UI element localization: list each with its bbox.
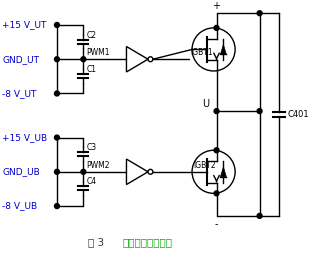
Circle shape — [257, 214, 262, 218]
Polygon shape — [221, 45, 226, 54]
Text: -8 V_UB: -8 V_UB — [2, 201, 37, 211]
Text: PWM2: PWM2 — [86, 161, 110, 170]
Circle shape — [214, 148, 219, 153]
Text: C4: C4 — [86, 177, 96, 186]
Circle shape — [257, 11, 262, 16]
Text: C3: C3 — [86, 143, 96, 152]
Text: -8 V_UT: -8 V_UT — [2, 89, 37, 98]
Text: IGBT2: IGBT2 — [193, 161, 216, 170]
Text: C1: C1 — [86, 65, 96, 74]
Text: +15 V_UT: +15 V_UT — [2, 20, 46, 29]
Circle shape — [214, 25, 219, 30]
Circle shape — [81, 57, 86, 62]
Text: -: - — [215, 219, 218, 229]
Circle shape — [55, 204, 59, 209]
Text: GND_UB: GND_UB — [2, 167, 40, 176]
Text: IGBT1: IGBT1 — [190, 48, 213, 57]
Circle shape — [214, 191, 219, 196]
Circle shape — [257, 109, 262, 114]
Text: +15 V_UB: +15 V_UB — [2, 133, 47, 142]
Text: +: + — [212, 1, 221, 11]
Text: 门极驱动独立电源: 门极驱动独立电源 — [123, 237, 173, 247]
Circle shape — [55, 169, 59, 174]
Text: C401: C401 — [287, 110, 309, 119]
Circle shape — [214, 109, 219, 114]
Circle shape — [55, 23, 59, 27]
Text: C2: C2 — [86, 31, 96, 40]
Text: PWM1: PWM1 — [86, 48, 110, 57]
Text: U: U — [202, 99, 209, 109]
Circle shape — [55, 57, 59, 62]
Circle shape — [81, 169, 86, 174]
Polygon shape — [221, 167, 226, 177]
Text: 图 3: 图 3 — [88, 237, 105, 247]
Circle shape — [55, 135, 59, 140]
Text: GND_UT: GND_UT — [2, 55, 39, 64]
Circle shape — [55, 91, 59, 96]
